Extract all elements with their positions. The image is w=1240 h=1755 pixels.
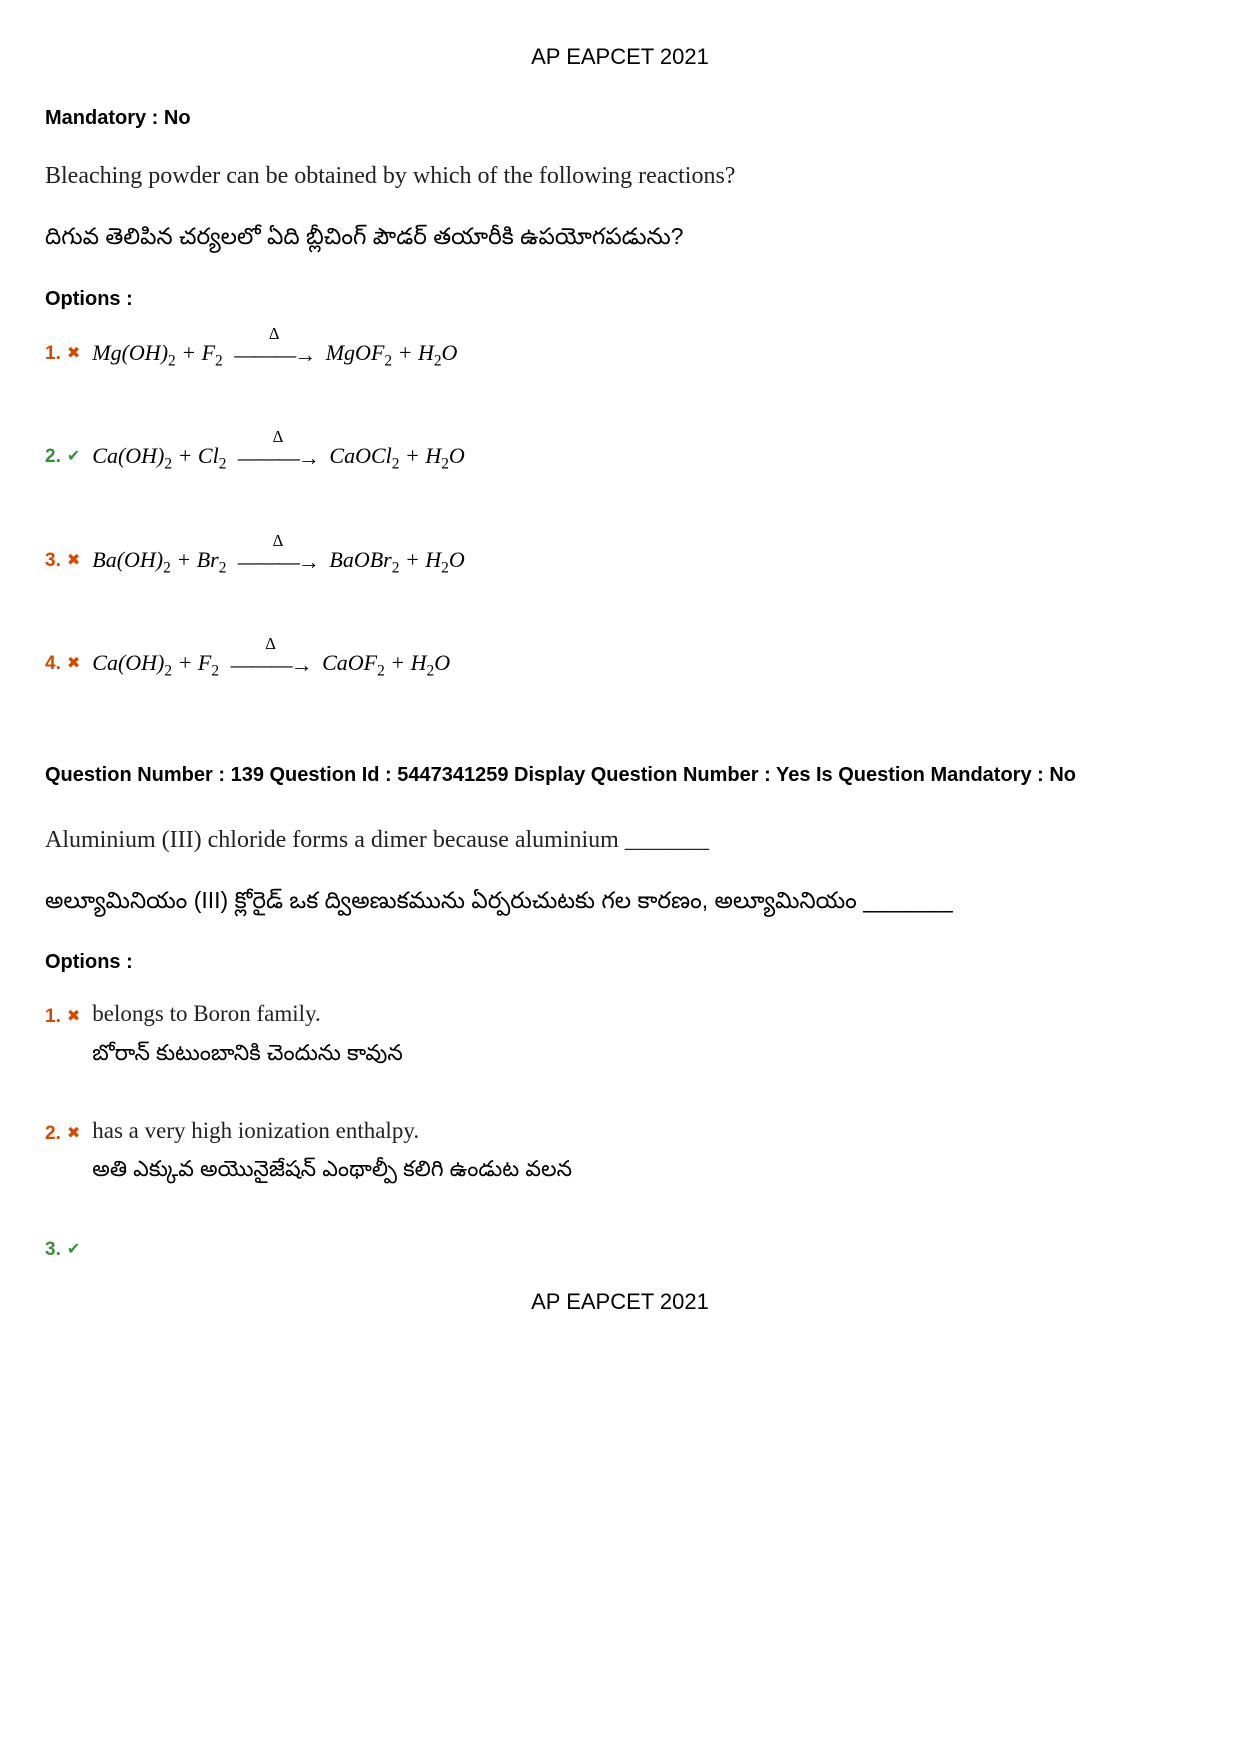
footer-title: AP EAPCET 2021 [45, 1285, 1195, 1318]
q2-text-te: అల్యూమినియం (III) క్లోరైడ్ ఒక ద్విఅణుకము… [45, 883, 1195, 918]
q2-meta: Question Number : 139 Question Id : 5447… [45, 753, 1195, 797]
q1-options-label: Options : [45, 284, 1195, 314]
q2-option-3: 3. ✔ [45, 1230, 1195, 1265]
wrong-icon: ✖ [67, 1114, 80, 1146]
option-number: 1. [45, 997, 61, 1032]
q1-option-3: 3. ✖ Ba(OH)2 + Br2 Δ———→ BaOBr2 + H2O [45, 541, 1195, 580]
option-number: 4. [45, 644, 61, 679]
option-text-en: belongs to Boron family. [92, 997, 403, 1032]
q1-option-4: 4. ✖ Ca(OH)2 + F2 Δ———→ CaOF2 + H2O [45, 644, 1195, 683]
q1-option-2: 2. ✔ Ca(OH)2 + Cl2 Δ———→ CaOCl2 + H2O [45, 437, 1195, 476]
q2-text-en: Aluminium (III) chloride forms a dimer b… [45, 822, 1195, 858]
option-text-en: has a very high ionization enthalpy. [92, 1114, 572, 1149]
wrong-icon: ✖ [67, 997, 80, 1029]
q2-option-1: 1. ✖ belongs to Boron family. బోరాన్ కుట… [45, 997, 1195, 1069]
wrong-icon: ✖ [67, 644, 80, 676]
option-number: 2. [45, 1114, 61, 1149]
wrong-icon: ✖ [67, 334, 80, 366]
q1-text-en: Bleaching powder can be obtained by whic… [45, 158, 1195, 194]
option-number: 3. [45, 1230, 61, 1265]
correct-icon: ✔ [67, 1230, 80, 1262]
option-number: 3. [45, 541, 61, 576]
formula: Ca(OH)2 + F2 Δ———→ CaOF2 + H2O [92, 644, 450, 683]
option-text-te: అతి ఎక్కువ అయొనైజేషన్ ఎంథాల్పీ కలిగి ఉండ… [92, 1152, 572, 1185]
wrong-icon: ✖ [67, 541, 80, 573]
formula: Ca(OH)2 + Cl2 Δ———→ CaOCl2 + H2O [92, 437, 465, 476]
q1-text-te: దిగువ తెలిపిన చర్యలలో ఏది బ్లీచింగ్ పౌడర… [45, 219, 1195, 254]
option-text-te: బోరాన్ కుటుంబానికి చెందును కావున [92, 1036, 403, 1069]
header-title: AP EAPCET 2021 [45, 40, 1195, 73]
q2-options-label: Options : [45, 947, 1195, 977]
q2-option-2: 2. ✖ has a very high ionization enthalpy… [45, 1114, 1195, 1186]
option-number: 2. [45, 437, 61, 472]
option-number: 1. [45, 334, 61, 369]
mandatory-label: Mandatory : No [45, 103, 1195, 133]
q1-option-1: 1. ✖ Mg(OH)2 + F2 Δ———→ MgOF2 + H2O [45, 334, 1195, 373]
formula: Ba(OH)2 + Br2 Δ———→ BaOBr2 + H2O [92, 541, 465, 580]
formula: Mg(OH)2 + F2 Δ———→ MgOF2 + H2O [92, 334, 457, 373]
correct-icon: ✔ [67, 437, 80, 469]
